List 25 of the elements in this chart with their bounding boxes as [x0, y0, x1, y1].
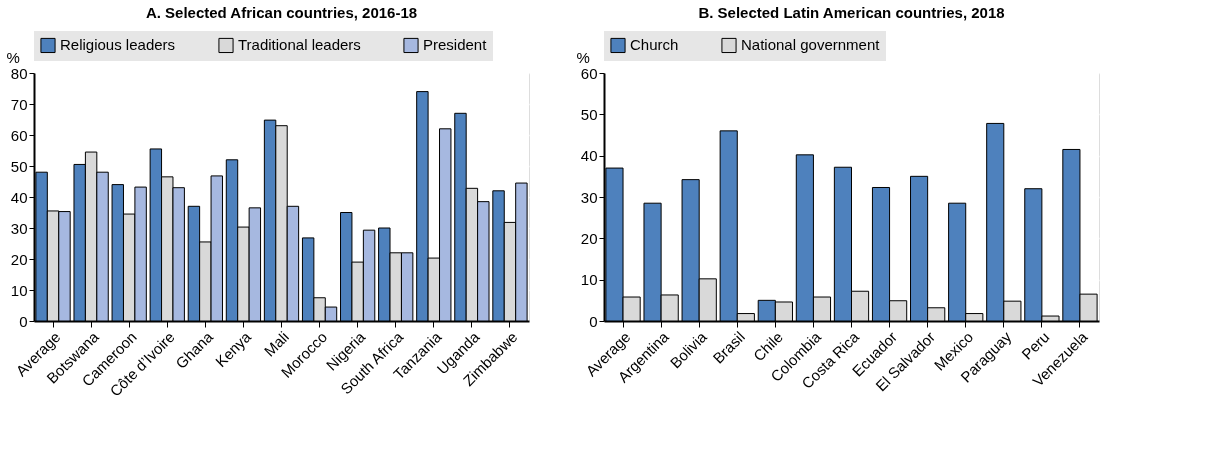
y-tick-label: 10 — [10, 281, 28, 299]
y-tick-label: 10 — [580, 271, 598, 289]
y-tick-label: 0 — [589, 312, 598, 330]
y-tick-label: 20 — [580, 229, 598, 247]
y-tick-label: 20 — [10, 250, 28, 268]
y-tick-label: 60 — [580, 64, 598, 82]
y-tick-label: 30 — [580, 188, 598, 206]
chart-title: A. Selected African countries, 2016-18 — [145, 4, 418, 21]
legend-label: Religious leaders — [60, 36, 176, 54]
legend-label: Church — [630, 36, 679, 54]
y-tick-label: 40 — [580, 147, 598, 165]
y-axis-title: % — [6, 48, 20, 66]
y-tick-label: 60 — [10, 126, 28, 144]
y-tick-label: 50 — [580, 105, 598, 123]
y-axis-title: % — [576, 48, 590, 66]
y-tick-label: 0 — [19, 312, 28, 330]
legend-label: President — [423, 36, 488, 54]
y-tick-label: 50 — [10, 157, 28, 175]
y-tick-label: 70 — [10, 95, 28, 113]
y-tick-label: 40 — [10, 188, 28, 206]
y-tick-label: 80 — [10, 64, 28, 82]
legend-label: Traditional leaders — [238, 36, 361, 54]
legend-label: National government — [741, 36, 881, 54]
y-tick-label: 30 — [10, 219, 28, 237]
chart-title: B. Selected Latin American countries, 2018 — [698, 4, 1005, 21]
